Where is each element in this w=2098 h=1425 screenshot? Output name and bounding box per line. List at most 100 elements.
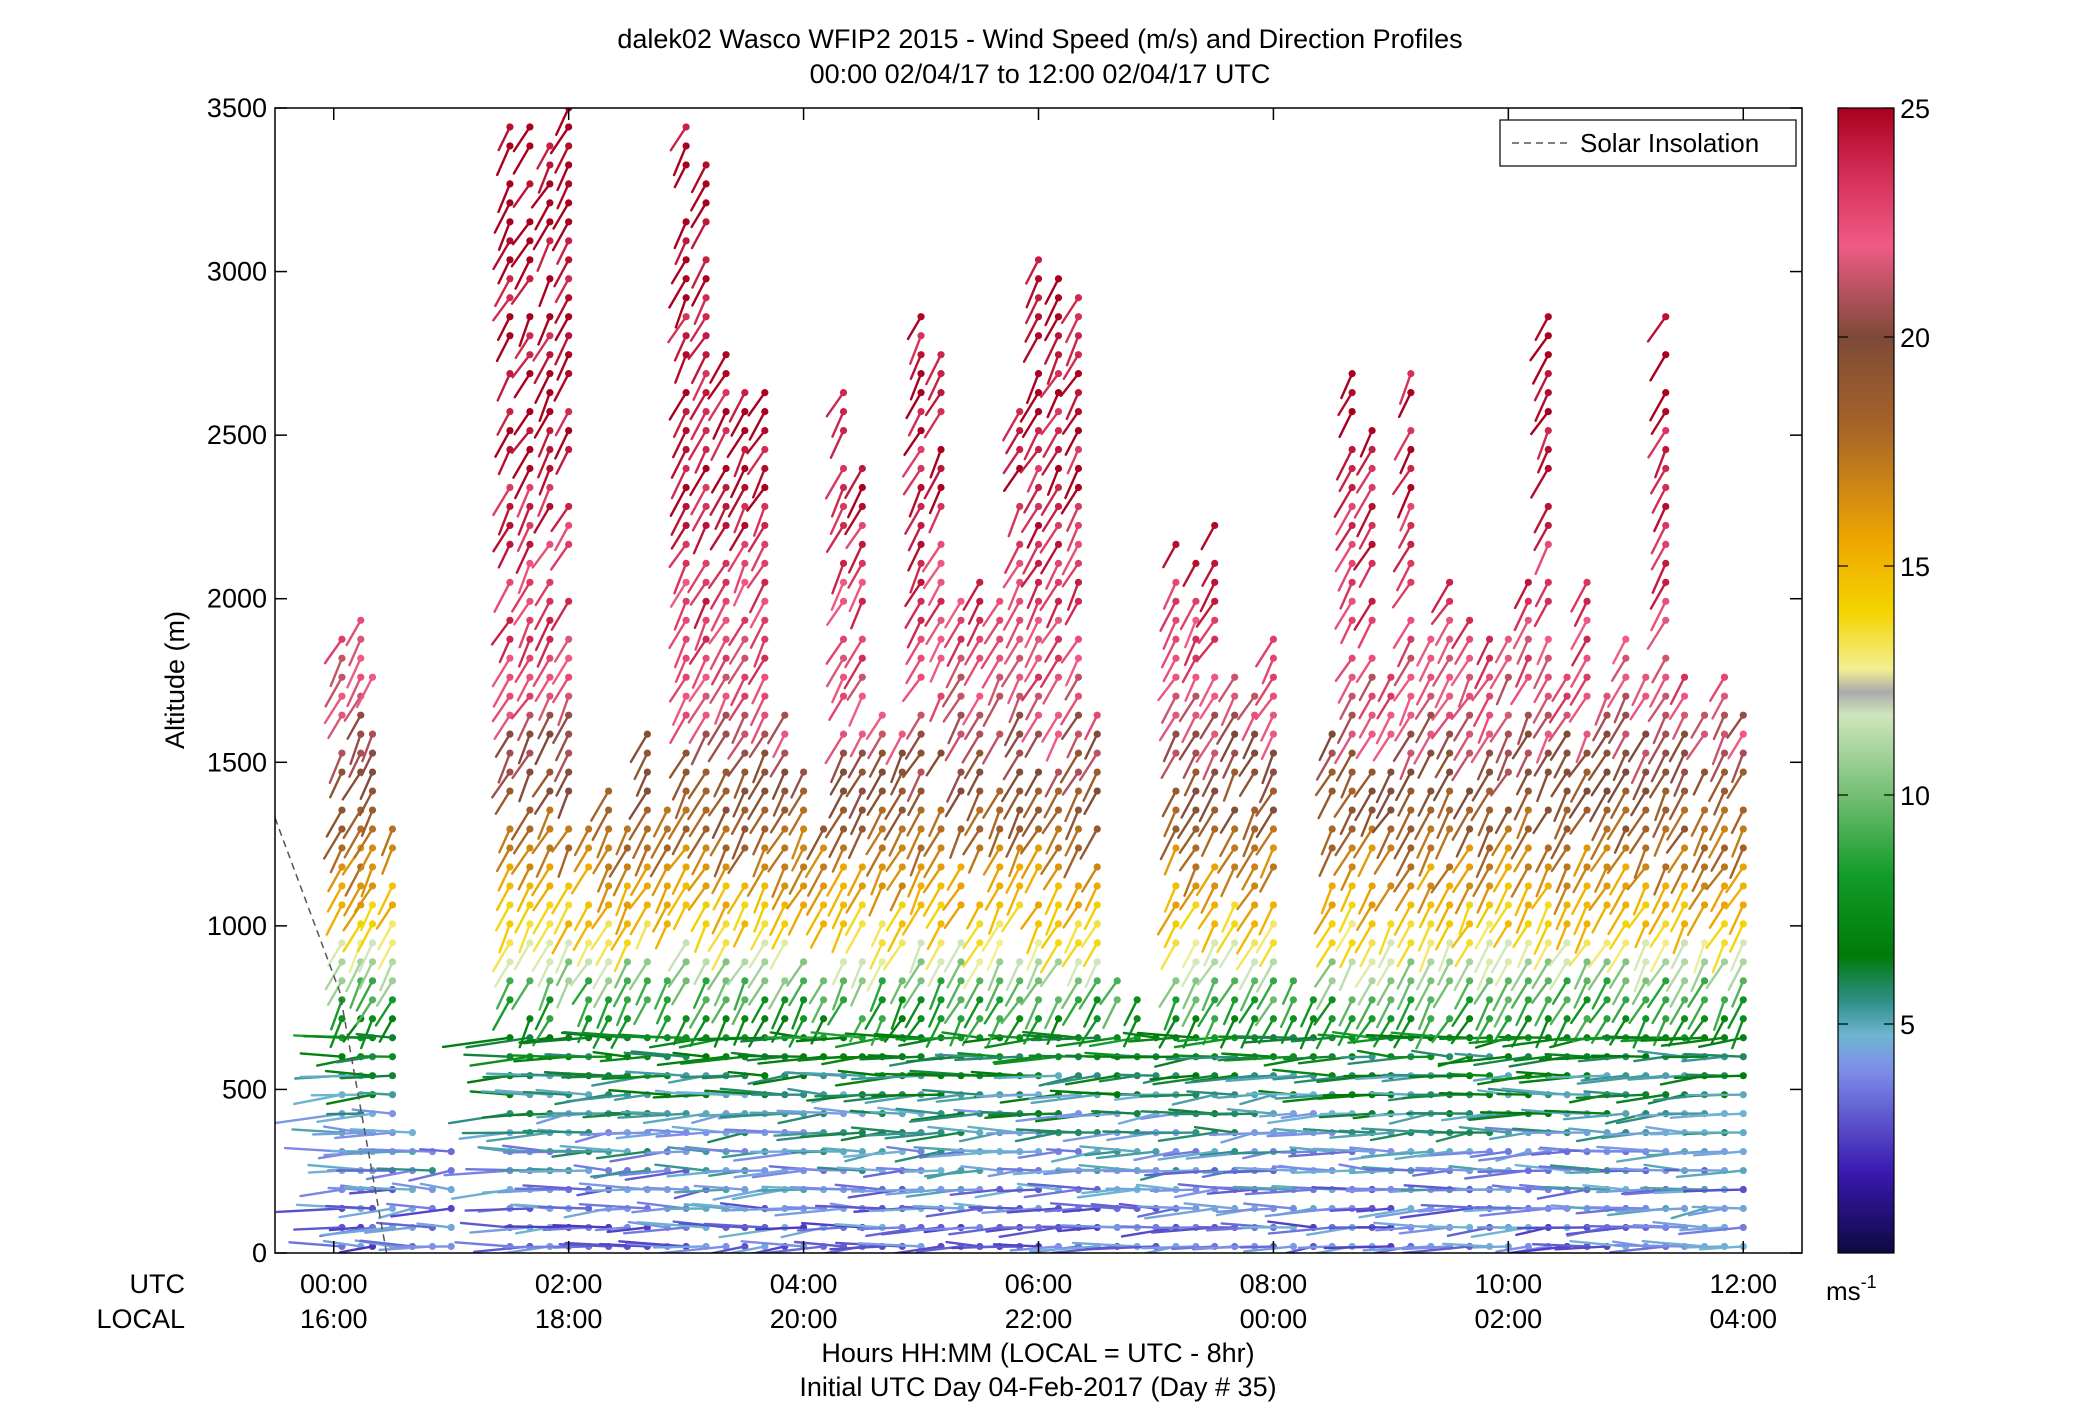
wind-barb <box>1178 732 1198 761</box>
wind-point <box>682 313 690 321</box>
wind-point <box>761 787 769 795</box>
wind-barb <box>847 865 864 897</box>
wind-point <box>1739 1072 1747 1080</box>
wind-barb <box>1496 1092 1530 1096</box>
wind-barb <box>693 1184 747 1191</box>
wind-point <box>623 920 631 928</box>
wind-barb <box>1418 903 1433 929</box>
wind-point <box>1739 863 1747 871</box>
wind-point <box>357 730 365 738</box>
wind-barb <box>351 1108 394 1115</box>
wind-barb <box>712 884 728 911</box>
wind-point <box>1034 407 1043 416</box>
wind-barb <box>834 1223 884 1229</box>
wind-barb <box>1568 789 1589 819</box>
wind-barb <box>748 941 767 969</box>
wind-barb <box>1574 922 1589 954</box>
wind-barb <box>1648 903 1667 935</box>
wind-barb <box>1245 1092 1315 1096</box>
wind-point <box>1192 787 1200 795</box>
wind-point <box>1504 920 1512 928</box>
wind-barb <box>364 1226 414 1234</box>
wind-barb <box>1670 1207 1706 1220</box>
wind-point <box>1485 673 1494 681</box>
wind-point <box>1368 692 1376 700</box>
wind-barb <box>464 1207 532 1212</box>
wind-barb <box>536 239 552 272</box>
wind-barb <box>707 391 728 422</box>
wind-point <box>1289 1204 1297 1213</box>
wind-barb <box>512 182 532 208</box>
wind-point <box>1524 711 1532 719</box>
wind-barb <box>614 960 629 989</box>
wind-barb <box>513 600 532 626</box>
wind-point <box>1407 768 1415 776</box>
wind-barb <box>1064 600 1080 626</box>
wind-barb <box>1573 903 1589 936</box>
wind-barb <box>1513 846 1530 873</box>
wind-point <box>682 673 690 681</box>
wind-barb <box>1432 979 1451 1009</box>
wind-point <box>917 483 925 492</box>
wind-barb <box>1555 865 1569 894</box>
wind-barb <box>1531 960 1550 990</box>
wind-point <box>565 407 573 416</box>
wind-barb <box>1648 770 1667 799</box>
wind-point <box>682 863 690 871</box>
wind-point <box>565 787 573 795</box>
wind-barb <box>656 1245 728 1253</box>
wind-barb <box>534 619 552 652</box>
wind-barb <box>982 695 1001 727</box>
wind-point <box>996 882 1004 890</box>
wind-barb <box>1046 391 1060 419</box>
wind-point <box>1504 673 1512 681</box>
wind-point <box>1348 464 1356 473</box>
wind-barb <box>966 619 981 647</box>
wind-point <box>878 996 886 1004</box>
wind-barb <box>769 808 786 834</box>
wind-barb <box>905 713 923 740</box>
wind-barb <box>1649 922 1667 948</box>
wind-barb <box>465 1036 532 1049</box>
wind-barb <box>690 903 708 933</box>
wind-barb <box>531 543 552 569</box>
wind-barb <box>1651 562 1667 594</box>
wind-barb <box>538 979 552 1011</box>
wind-point <box>1034 616 1043 624</box>
wind-point <box>1328 977 1336 985</box>
wind-barb <box>1649 391 1667 422</box>
wind-point <box>898 977 906 985</box>
wind-barb <box>1016 1182 1060 1191</box>
wind-point <box>1054 389 1063 397</box>
x-tick-label-local: 02:00 <box>1475 1304 1543 1334</box>
wind-barb <box>1099 979 1119 1006</box>
wind-barb <box>1550 846 1569 873</box>
wind-point <box>338 844 346 852</box>
wind-barb <box>374 998 394 1027</box>
wind-point <box>368 730 377 738</box>
wind-barb <box>668 543 688 569</box>
wind-barb <box>377 922 394 951</box>
wind-point <box>1524 616 1532 624</box>
wind-barb <box>850 979 864 1007</box>
wind-point <box>1739 1091 1747 1099</box>
wind-point <box>1662 882 1670 890</box>
wind-point <box>1016 407 1024 416</box>
wind-point <box>1583 749 1591 757</box>
wind-barb <box>1334 657 1354 683</box>
wind-point <box>761 464 769 473</box>
wind-barb <box>1434 676 1451 709</box>
wind-point <box>1074 654 1083 662</box>
wind-barb <box>459 1221 512 1229</box>
wind-barb <box>1223 998 1236 1026</box>
wind-point <box>1133 996 1141 1004</box>
wind-point <box>1152 1072 1160 1080</box>
wind-point <box>957 711 965 719</box>
wind-point <box>1700 825 1709 833</box>
wind-barb <box>960 1165 1001 1172</box>
wind-point <box>1642 730 1650 738</box>
wind-barb <box>343 695 362 722</box>
wind-barb <box>747 391 767 417</box>
wind-barb <box>1354 922 1374 954</box>
wind-point <box>878 882 886 890</box>
